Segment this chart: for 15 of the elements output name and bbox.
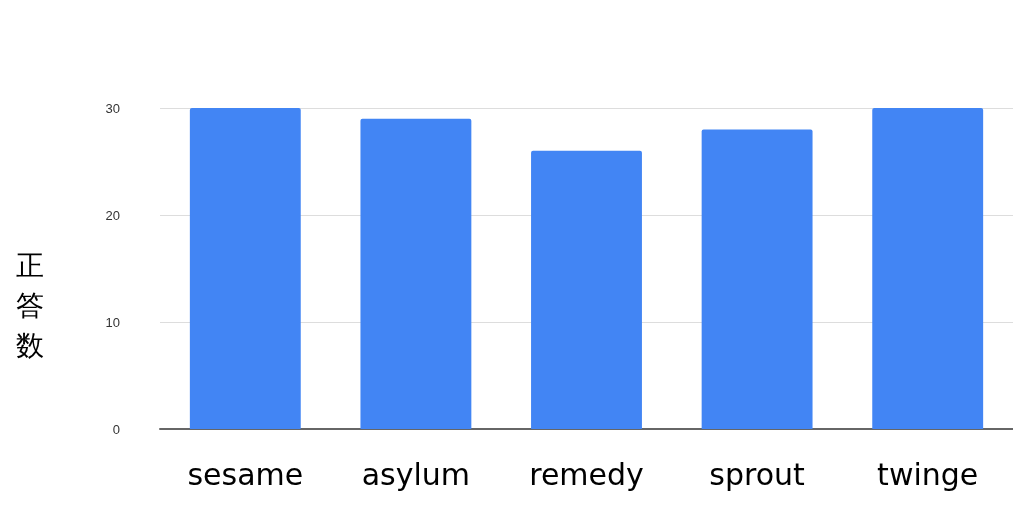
y-tick-label: 30 <box>105 100 120 116</box>
x-tick-label: twinge <box>877 456 979 492</box>
bar <box>531 150 642 429</box>
y-tick-label: 10 <box>105 314 120 330</box>
bar <box>872 108 984 429</box>
bar <box>189 108 301 429</box>
x-tick-label: remedy <box>529 456 644 492</box>
bar <box>360 118 472 429</box>
x-tick-label: sesame <box>187 456 304 492</box>
y-tick-label: 0 <box>112 421 120 437</box>
x-tick-label: sprout <box>709 456 806 492</box>
y-tick-label: 20 <box>105 207 120 223</box>
x-tick-label: asylum <box>361 456 471 492</box>
bar <box>701 129 813 429</box>
y-axis-title: 正答数 <box>16 248 44 362</box>
